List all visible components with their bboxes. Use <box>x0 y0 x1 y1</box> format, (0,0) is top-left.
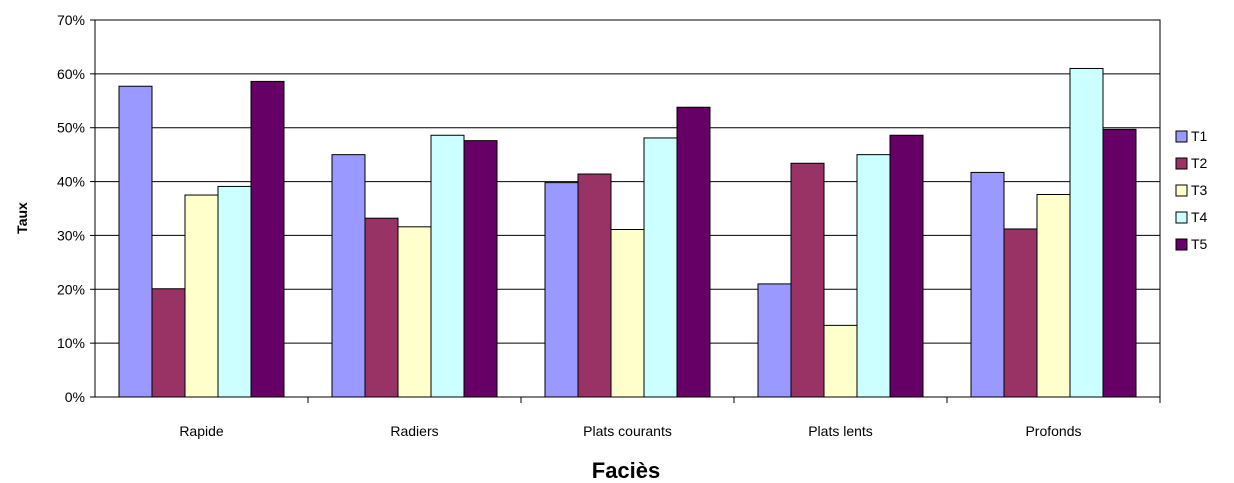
y-tick-label: 10% <box>57 335 85 351</box>
bar-t1 <box>331 154 366 398</box>
x-tick-label: Rapide <box>179 423 224 439</box>
legend-label: T5 <box>1191 236 1208 252</box>
y-tick-label: 70% <box>57 12 85 28</box>
y-tick-label: 20% <box>57 281 85 297</box>
bar-t2 <box>364 217 399 398</box>
y-tick-label: 30% <box>57 227 85 243</box>
bar-t1 <box>970 171 1005 398</box>
bar-t2 <box>1003 228 1038 398</box>
bar-t4 <box>856 154 891 398</box>
bar-t5 <box>250 80 285 398</box>
legend-swatch-t3 <box>1175 184 1188 197</box>
y-tick-label: 50% <box>57 120 85 136</box>
legend-swatch-t4 <box>1175 211 1188 224</box>
bar-t1 <box>757 283 792 398</box>
axes <box>90 19 1161 403</box>
bar-t4 <box>217 185 252 398</box>
legend: T1 T2 T3 T4 T5 <box>1175 128 1208 252</box>
bar-t3 <box>1036 193 1071 398</box>
legend-swatch-t1 <box>1175 130 1188 143</box>
y-tick-label: 0% <box>65 389 85 405</box>
x-tick-label: Plats courants <box>583 423 672 439</box>
bar-t4 <box>1069 67 1104 398</box>
bar-t1 <box>118 85 153 398</box>
bar-t3 <box>397 226 432 398</box>
y-tick-label: 60% <box>57 66 85 82</box>
bar-t5 <box>676 106 711 398</box>
legend-swatch-t5 <box>1175 238 1188 251</box>
plot-frame <box>94 19 1161 398</box>
legend-label: T2 <box>1191 155 1208 171</box>
x-axis-title: Faciès <box>592 458 661 483</box>
bar-t5 <box>1102 128 1137 398</box>
y-tick-label: 40% <box>57 174 85 190</box>
bar-t3 <box>184 194 219 398</box>
bar-t1 <box>544 182 579 398</box>
bar-t3 <box>823 324 858 398</box>
x-tick-label: Radiers <box>390 423 438 439</box>
x-tick-label: Profonds <box>1025 423 1081 439</box>
bar-t4 <box>430 134 465 398</box>
bar-t5 <box>463 140 498 398</box>
bar-t3 <box>610 229 645 398</box>
legend-label: T3 <box>1191 182 1208 198</box>
legend-label: T1 <box>1191 128 1208 144</box>
y-axis-title: Taux <box>14 202 30 234</box>
bar-t4 <box>643 137 678 398</box>
bars <box>118 67 1137 398</box>
bar-t5 <box>889 134 924 398</box>
y-tick-labels: 0% 10% 20% 30% 40% 50% 60% 70% <box>57 12 85 405</box>
x-tick-label: Plats lents <box>808 423 873 439</box>
bar-t2 <box>151 288 186 398</box>
legend-swatch-t2 <box>1175 157 1188 170</box>
bar-t2 <box>790 162 825 398</box>
bar-t2 <box>577 173 612 398</box>
x-tick-labels: Rapide Radiers Plats courants Plats lents Pr… <box>179 423 1081 439</box>
legend-label: T4 <box>1191 209 1208 225</box>
